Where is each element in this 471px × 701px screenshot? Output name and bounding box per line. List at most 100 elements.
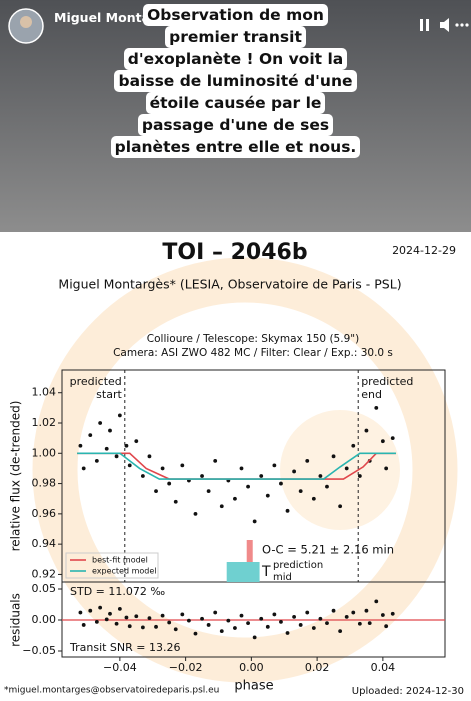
watermark (32, 257, 458, 683)
caption: Observation de mon premier transit d'exopl… (0, 4, 471, 158)
data-point (252, 635, 257, 640)
data-point (246, 621, 250, 625)
watermark (280, 410, 400, 530)
data-point (292, 469, 297, 474)
data-point (154, 489, 158, 494)
data-point (104, 617, 109, 622)
data-point (140, 625, 145, 630)
data-point (124, 443, 129, 448)
data-point (140, 474, 145, 478)
data-point (134, 614, 139, 619)
caption-line: premier transit (165, 26, 306, 48)
data-point (127, 624, 132, 629)
data-point (380, 613, 385, 617)
data-point (173, 499, 178, 504)
data-point (298, 489, 303, 494)
data-point (173, 627, 178, 632)
author: Miguel Montargès* (LESIA, Observatoire d… (58, 277, 401, 292)
data-point (364, 428, 369, 433)
more-icon[interactable] (455, 23, 459, 27)
data-point (305, 610, 310, 615)
data-point (114, 621, 119, 626)
data-point (384, 466, 389, 471)
data-point (104, 446, 109, 451)
data-point (213, 610, 218, 615)
caption-line: planètes entre elle et nous. (110, 136, 361, 158)
data-point (180, 612, 185, 617)
data-point (81, 623, 86, 627)
mute-icon[interactable] (440, 18, 449, 32)
predicted-label: end (361, 388, 382, 401)
data-point (206, 489, 211, 494)
y-tick-label: 1.00 (32, 446, 57, 459)
caption-line: d'exoplanète ! On voit la (123, 48, 348, 70)
data-point (147, 616, 152, 621)
y-tick-label: −0.05 (22, 644, 56, 657)
data-point (81, 466, 86, 471)
data-point (338, 504, 343, 509)
predicted-label: predicted (70, 375, 122, 388)
data-point (279, 619, 283, 624)
snr-label: Transit SNR = 13.26 (69, 641, 181, 654)
data-point (364, 608, 369, 613)
data-point (311, 626, 316, 630)
tmid-fit (246, 540, 253, 562)
data-point (285, 631, 290, 635)
data-point (108, 428, 112, 433)
tmid-prediction (226, 562, 260, 582)
data-point (374, 405, 379, 410)
y-tick-label: 0.98 (32, 477, 57, 490)
data-point (325, 484, 329, 489)
caption-line: passage d'une de ses (137, 114, 334, 136)
data-point (134, 439, 139, 444)
data-point (117, 606, 122, 611)
data-point (344, 466, 349, 471)
data-point (239, 466, 244, 471)
predicted-label: start (96, 388, 122, 401)
data-point (180, 463, 185, 468)
data-point (200, 616, 204, 621)
data-point (94, 619, 99, 624)
y-tick-label: 1.04 (32, 386, 57, 399)
data-point (78, 610, 83, 615)
data-point (233, 496, 237, 501)
more-icon[interactable] (460, 23, 464, 27)
data-point (311, 496, 316, 501)
x-tick-label: −0.02 (169, 661, 203, 674)
chart-date: 2024-12-29 (392, 244, 456, 257)
data-point (147, 454, 152, 459)
data-point (292, 614, 297, 619)
data-point (390, 611, 395, 616)
data-point (108, 611, 112, 616)
more-icon[interactable] (465, 23, 469, 27)
tmid-label: prediction (273, 560, 323, 571)
pause-icon[interactable] (420, 19, 423, 31)
data-point (98, 421, 103, 425)
caption-line: étoile causée par le (145, 92, 326, 114)
data-point (124, 615, 129, 620)
legend-box (65, 552, 159, 579)
avatar-face (20, 16, 32, 28)
data-point (160, 613, 165, 618)
data-point (186, 618, 191, 623)
story-controls[interactable] (420, 18, 469, 32)
data-point (200, 474, 204, 478)
legend-label: expected model (92, 567, 157, 576)
x-tick-label: 0.02 (305, 661, 330, 674)
data-point (384, 624, 389, 629)
caption-line: Observation de mon (143, 4, 328, 26)
data-point (325, 621, 329, 625)
y-tick-label: 0.94 (32, 537, 57, 550)
data-point (219, 504, 224, 509)
pause-icon[interactable] (426, 19, 429, 31)
tmid-label: T (261, 564, 271, 580)
data-point (318, 474, 323, 478)
data-point (213, 458, 218, 463)
subtitle: Collioure / Telescope: Skymax 150 (5.9") (147, 333, 359, 345)
tmid-label: mid (273, 572, 292, 583)
data-point (318, 616, 323, 621)
data-point (357, 474, 362, 478)
data-point (160, 466, 165, 471)
